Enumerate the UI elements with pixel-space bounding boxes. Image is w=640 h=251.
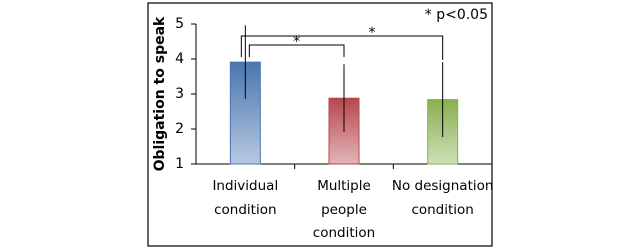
- bracket: [240, 35, 444, 60]
- y-tick-label: 2: [175, 121, 184, 137]
- significance-note: * p<0.05: [425, 7, 488, 23]
- x-tick-label: No designation condition: [391, 178, 494, 218]
- y-tick-label: 4: [175, 51, 184, 67]
- x-tick-label: Individual condition: [212, 178, 279, 218]
- bracket: [248, 44, 345, 57]
- y-tick-label: 1: [175, 156, 184, 172]
- y-tick-label: 5: [175, 16, 184, 32]
- y-axis-label: Obligation to speak: [152, 16, 168, 171]
- significance-star: *: [293, 34, 300, 50]
- significance-star: *: [369, 25, 376, 41]
- y-tick-label: 3: [175, 86, 184, 102]
- frame: [147, 2, 493, 247]
- x-tick-label: Multiple people condition: [312, 178, 376, 241]
